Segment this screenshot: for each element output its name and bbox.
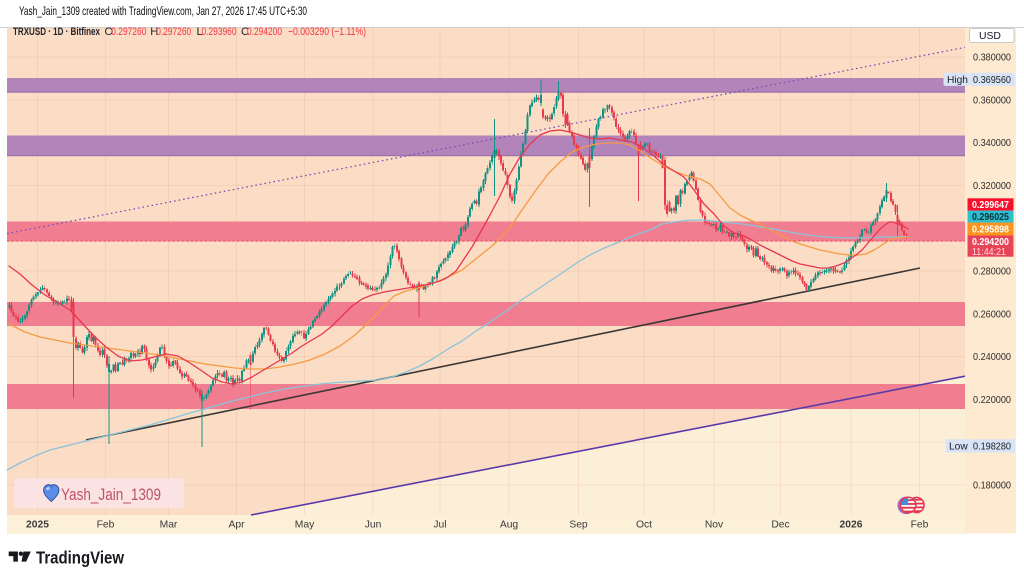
svg-text:0.294200: 0.294200 [972,237,1009,248]
svg-text:0.295898: 0.295898 [972,224,1009,235]
svg-text:Sep: Sep [569,520,588,531]
svg-text:Feb: Feb [97,520,115,531]
svg-text:Jul: Jul [433,520,446,531]
svg-text:0.320000: 0.320000 [973,181,1011,192]
svg-text:0.369560: 0.369560 [973,75,1011,86]
svg-text:May: May [295,520,315,531]
svg-text:0.293960: 0.293960 [202,26,237,38]
svg-text:0.294200: 0.294200 [247,26,282,38]
svg-text:0.240000: 0.240000 [973,352,1011,363]
svg-text:0.280000: 0.280000 [973,267,1011,278]
svg-text:TRXUSD · 1D · Bitfinex: TRXUSD · 1D · Bitfinex [13,26,101,38]
svg-text:Yash_Jain_1309: Yash_Jain_1309 [61,485,161,504]
svg-text:2026: 2026 [840,520,863,531]
svg-text:0.297260: 0.297260 [111,26,146,38]
svg-text:O: O [105,26,114,38]
svg-text:Jun: Jun [365,520,382,531]
svg-text:USD: USD [979,31,1001,42]
svg-text:Low: Low [949,442,968,453]
svg-text:Oct: Oct [636,520,652,531]
svg-text:High: High [947,75,968,86]
svg-text:TradingView: TradingView [36,548,124,568]
svg-text:Feb: Feb [911,520,929,531]
svg-text:0.198280: 0.198280 [973,442,1011,453]
svg-text:Nov: Nov [705,520,724,531]
svg-text:Mar: Mar [160,520,178,531]
svg-text:0.297260: 0.297260 [156,26,191,38]
svg-text:0.296025: 0.296025 [972,212,1009,223]
svg-text:2025: 2025 [26,520,49,531]
svg-text:0.340000: 0.340000 [973,138,1011,149]
svg-text:0.260000: 0.260000 [973,309,1011,320]
svg-text:0.380000: 0.380000 [973,53,1011,64]
svg-text:Aug: Aug [500,520,519,531]
svg-text:11:44:21: 11:44:21 [972,247,1006,258]
svg-text:C: C [241,26,249,38]
svg-text:0.299647: 0.299647 [972,200,1009,211]
svg-text:Apr: Apr [228,520,245,531]
svg-text:0.180000: 0.180000 [973,481,1011,492]
svg-text:0.360000: 0.360000 [973,95,1011,106]
svg-text:−0.003290 (−1.11%): −0.003290 (−1.11%) [288,26,366,38]
svg-text:L: L [197,26,203,38]
svg-text:Dec: Dec [771,520,789,531]
svg-text:Yash_Jain_1309 created with Tr: Yash_Jain_1309 created with TradingView.… [19,4,307,18]
svg-text:0.220000: 0.220000 [973,395,1011,406]
svg-text:H: H [150,26,158,38]
